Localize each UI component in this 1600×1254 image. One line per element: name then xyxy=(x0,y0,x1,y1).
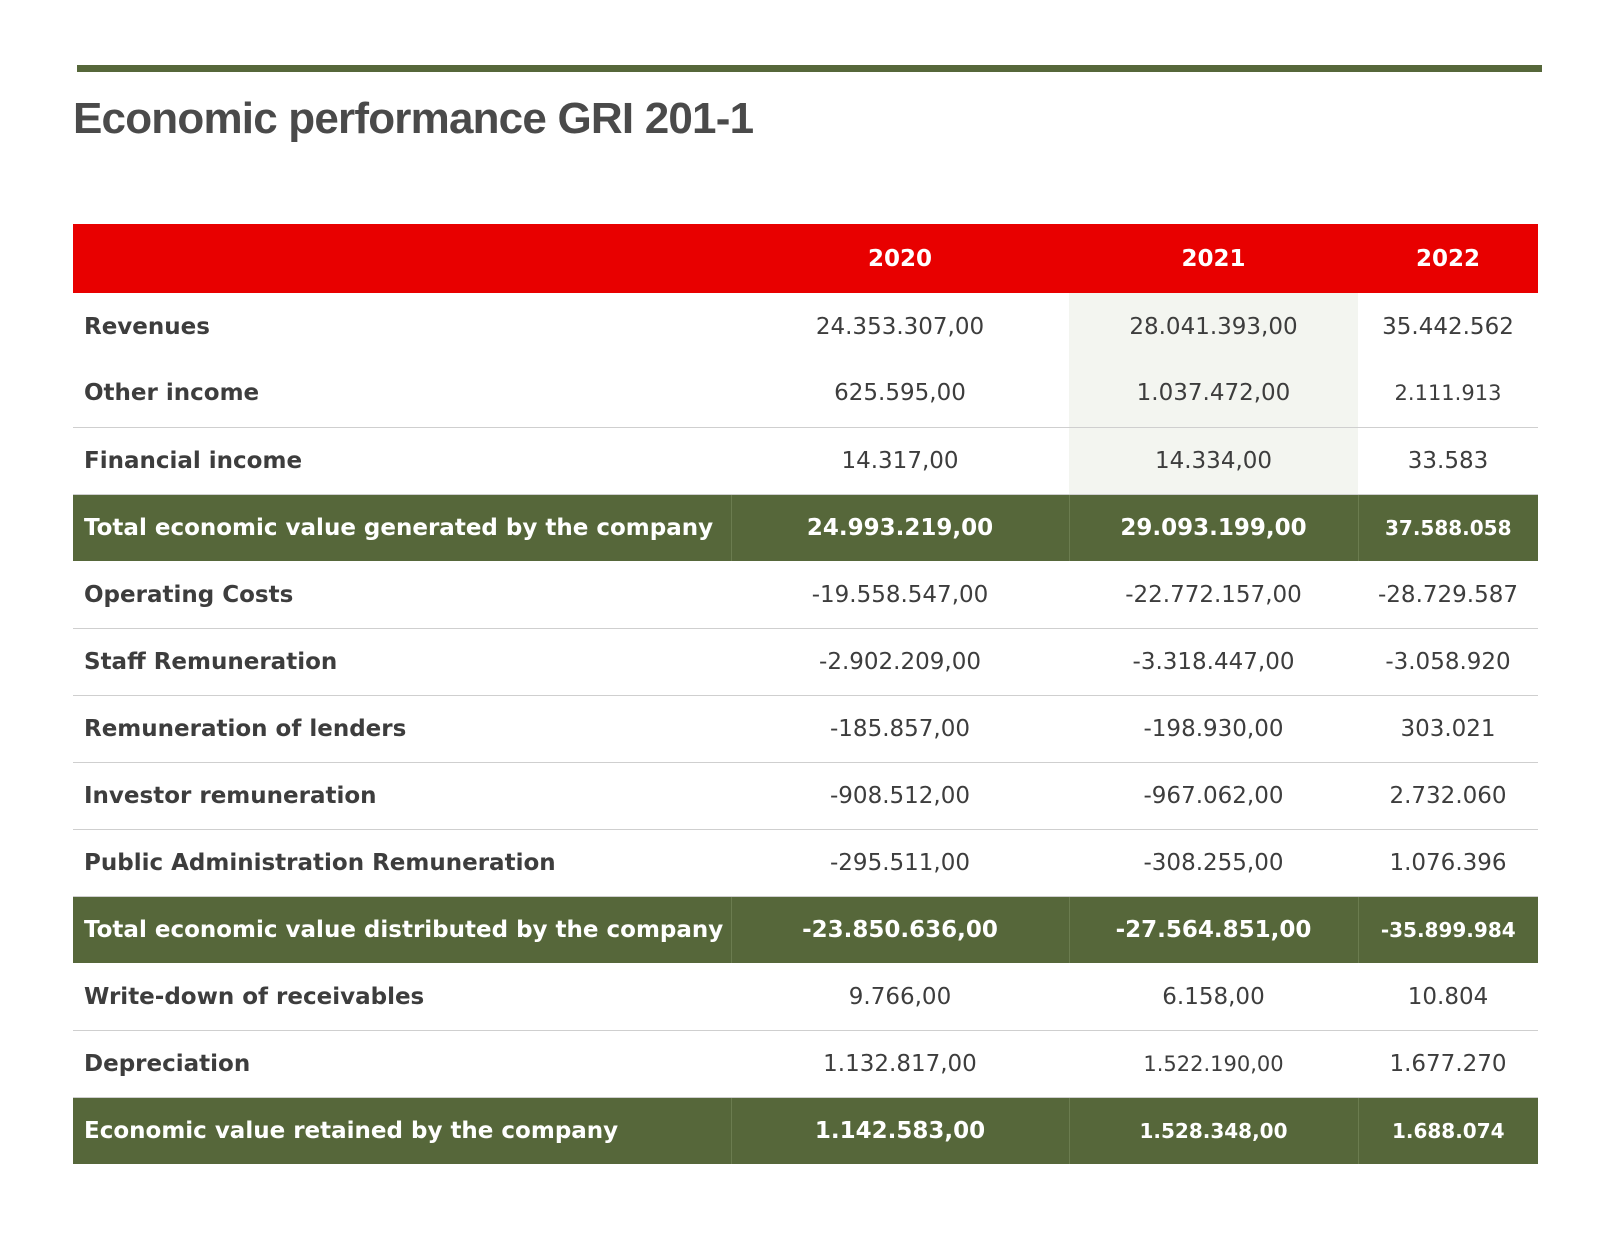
table-row: Operating Costs -19.558.547,00 -22.772.157… xyxy=(73,561,1538,629)
value-2020: -295.511,00 xyxy=(731,829,1069,897)
row-label: Operating Costs xyxy=(73,561,731,629)
value-2022: 1.688.074 xyxy=(1357,1097,1538,1165)
header-2022: 2022 xyxy=(1415,245,1480,272)
value-2022: 2.111.913 xyxy=(1358,360,1538,428)
table-header-row: 2020 2021 2022 xyxy=(73,224,1538,293)
table-total-row: Total economic value distributed by the … xyxy=(73,896,1538,964)
value-2021: -27.564.851,00 xyxy=(1068,896,1358,964)
value-2021: 29.093.199,00 xyxy=(1068,494,1358,562)
row-label: Total economic value distributed by the … xyxy=(73,896,731,964)
value-2020: 625.595,00 xyxy=(731,360,1069,428)
row-label: Total economic value generated by the co… xyxy=(73,494,731,562)
table-row: Depreciation 1.132.817,00 1.522.190,00 1.67… xyxy=(73,1030,1538,1098)
value-2022: 10.804 xyxy=(1358,963,1538,1031)
table-row: Write-down of receivables 9.766,00 6.158,0… xyxy=(73,963,1538,1031)
value-2022: 37.588.058 xyxy=(1357,494,1538,562)
value-2020: 24.353.307,00 xyxy=(815,313,985,340)
value-2020: 24.993.219,00 xyxy=(730,494,1069,562)
page-title: Economic performance GRI 201-1 xyxy=(73,94,754,143)
row-label: Depreciation xyxy=(73,1030,731,1098)
value-2020: -23.850.636,00 xyxy=(730,896,1069,964)
value-2022: 1.076.396 xyxy=(1358,829,1538,897)
header-2020: 2020 xyxy=(867,245,932,272)
table-total-row: Economic value retained by the company 1.… xyxy=(73,1097,1538,1165)
value-2021: -967.062,00 xyxy=(1069,762,1358,830)
value-2020: -185.857,00 xyxy=(731,695,1069,763)
row-label: Public Administration Remuneration xyxy=(73,829,731,897)
table-row: Remuneration of lenders -185.857,00 -198.9… xyxy=(73,695,1538,763)
top-divider xyxy=(77,65,1542,72)
table-row: Staff Remuneration -2.902.209,00 -3.318.44… xyxy=(73,628,1538,696)
value-2021: 1.528.348,00 xyxy=(1068,1097,1358,1165)
value-2020: 9.766,00 xyxy=(731,963,1069,1031)
table-row: Investor remuneration -908.512,00 -967.062… xyxy=(73,762,1538,830)
value-2021: -22.772.157,00 xyxy=(1069,561,1358,629)
value-2020: -2.902.209,00 xyxy=(731,628,1069,696)
row-label: Financial income xyxy=(73,427,731,495)
value-2022: 33.583 xyxy=(1358,427,1538,495)
value-2021: -3.318.447,00 xyxy=(1069,628,1358,696)
table-row: Financial income 14.317,00 14.334,00 33.583 xyxy=(73,427,1538,495)
row-label: Remuneration of lenders xyxy=(73,695,731,763)
value-2021: -308.255,00 xyxy=(1069,829,1358,897)
value-2020: -19.558.547,00 xyxy=(731,561,1069,629)
value-2021: 1.037.472,00 xyxy=(1069,360,1358,428)
value-2022: 303.021 xyxy=(1358,695,1538,763)
table-row: Revenues 24.353.307,00 28.041.393,00 35.442… xyxy=(73,293,1538,360)
value-2022: -28.729.587 xyxy=(1358,561,1538,629)
value-2021: -198.930,00 xyxy=(1069,695,1358,763)
row-label: Economic value retained by the company xyxy=(73,1097,731,1165)
header-label-col xyxy=(73,224,731,293)
value-2022: 35.442.562 xyxy=(1382,313,1514,340)
table-row: Public Administration Remuneration -295.5… xyxy=(73,829,1538,897)
row-label: Revenues xyxy=(84,313,210,340)
row-label: Write-down of receivables xyxy=(73,963,731,1031)
value-2021: 1.522.190,00 xyxy=(1069,1030,1358,1098)
value-2020: -908.512,00 xyxy=(731,762,1069,830)
value-2020: 1.142.583,00 xyxy=(730,1097,1069,1165)
value-2020: 1.132.817,00 xyxy=(731,1030,1069,1098)
header-2021: 2021 xyxy=(1181,245,1246,272)
value-2022: 1.677.270 xyxy=(1358,1030,1538,1098)
value-2022: 2.732.060 xyxy=(1358,762,1538,830)
row-label: Staff Remuneration xyxy=(73,628,731,696)
value-2021: 6.158,00 xyxy=(1069,963,1358,1031)
value-2020: 14.317,00 xyxy=(731,427,1069,495)
value-2022: -35.899.984 xyxy=(1357,896,1538,964)
economic-performance-table-wrap: 2020 2021 2022 Revenues 24.353.307,00 28.0… xyxy=(73,224,1538,1165)
economic-performance-table: 2020 2021 2022 Revenues 24.353.307,00 28.0… xyxy=(73,224,1538,1165)
value-2021: 28.041.393,00 xyxy=(1069,293,1358,360)
value-2021: 14.334,00 xyxy=(1069,427,1358,495)
value-2022: -3.058.920 xyxy=(1358,628,1538,696)
table-total-row: Total economic value generated by the co… xyxy=(73,494,1538,562)
row-label: Investor remuneration xyxy=(73,762,731,830)
row-label: Other income xyxy=(73,360,731,428)
table-row: Other income 625.595,00 1.037.472,00 2.111.… xyxy=(73,360,1538,428)
